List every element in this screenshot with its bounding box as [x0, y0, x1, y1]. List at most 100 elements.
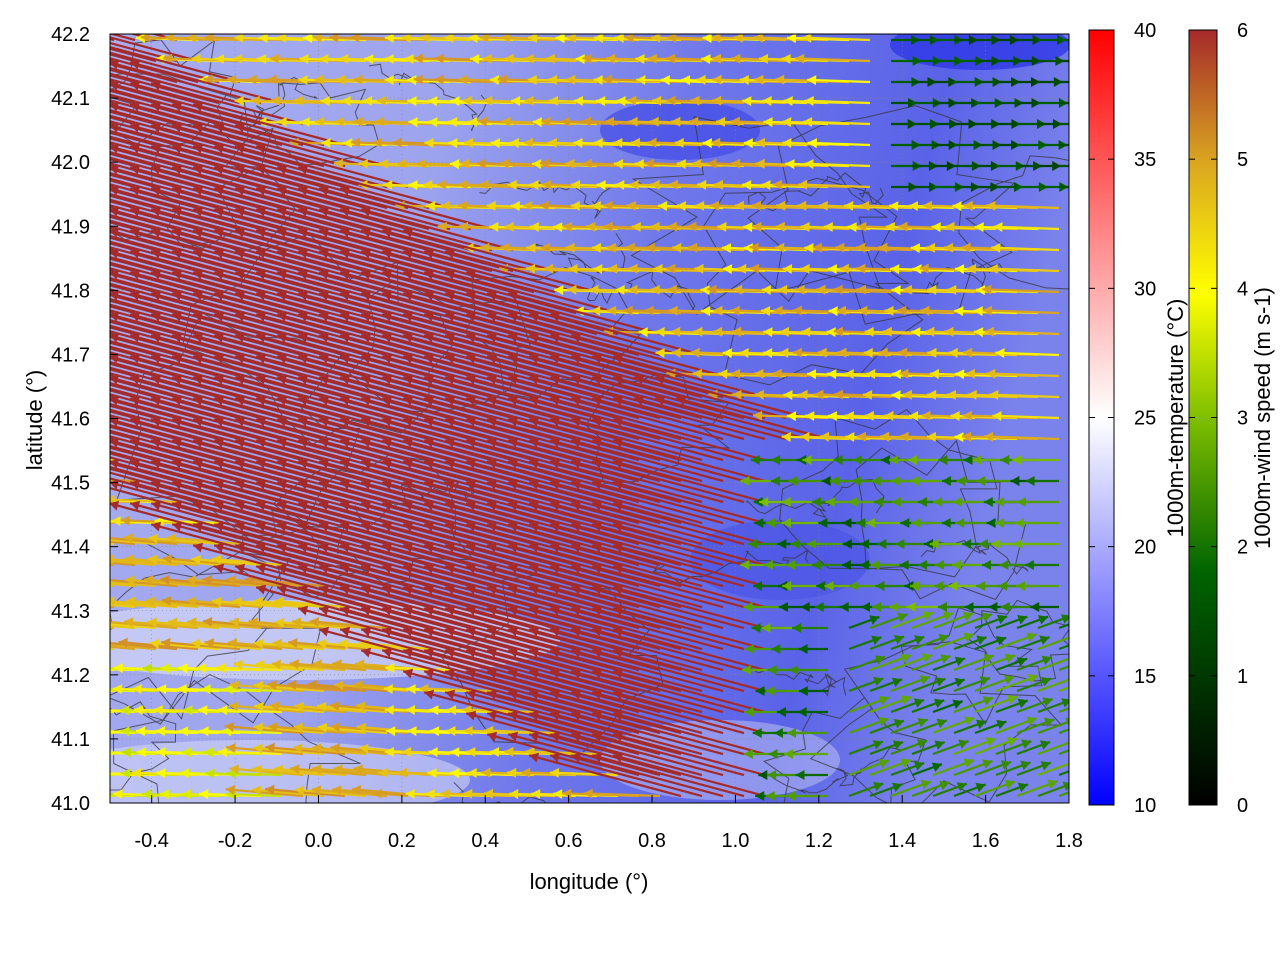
wind-vector-head [110, 269, 120, 280]
wind-vector [154, 519, 220, 525]
wind-vector-head [938, 455, 948, 465]
wind-vector-head [545, 53, 555, 64]
wind-vector-head [361, 605, 372, 616]
wind-vector [1037, 657, 1069, 672]
wind-vector-head [692, 368, 702, 379]
contour-line [779, 408, 998, 578]
wind-vector-head [462, 704, 472, 715]
wind-vector [339, 523, 493, 567]
wind-vector-head [384, 54, 394, 64]
wind-vector-head [56, 768, 65, 778]
wind-vector-head [929, 539, 939, 549]
wind-vector [465, 313, 619, 357]
wind-vector-head [647, 53, 657, 64]
wind-vector-head [186, 596, 197, 607]
wind-vector-head [708, 389, 718, 400]
wind-vector-head [484, 725, 494, 736]
wind-vector-head [954, 677, 965, 688]
wind-vector-head [235, 563, 246, 574]
wind-vector-head [771, 644, 781, 654]
wind-vector [110, 458, 115, 462]
wind-vector-head [955, 369, 965, 380]
wind-vector-head [334, 116, 345, 127]
wind-vector-head [214, 143, 225, 154]
wind-vector-head [312, 743, 322, 754]
wind-vector [612, 649, 766, 693]
wind-vector-head [361, 416, 372, 427]
wind-speed-colorbar-tick-label: 2 [1237, 537, 1248, 559]
wind-vector-head [550, 689, 561, 700]
wind-vector [276, 292, 430, 336]
wind-vector [297, 166, 451, 210]
wind-vector-head [1000, 760, 1011, 770]
wind-vector [234, 523, 388, 567]
wind-vector-head [695, 200, 705, 211]
wind-vector [444, 313, 598, 357]
wind-vector [110, 601, 157, 609]
wind-vector [110, 142, 115, 147]
wind-vector [465, 397, 619, 441]
wind-vector-head [361, 248, 372, 259]
wind-vector-head [147, 617, 157, 628]
wind-vector-head [508, 395, 519, 406]
wind-vector-head [890, 476, 900, 486]
wind-vector-head [986, 200, 996, 211]
wind-vector-head [812, 242, 823, 253]
wind-vector-head [767, 770, 777, 780]
wind-vector [549, 754, 703, 798]
wind-vector [528, 439, 682, 483]
wind-vector-head [333, 764, 343, 775]
wind-vector-head [403, 521, 414, 532]
wind-vector-head [130, 122, 141, 133]
wind-vector [318, 439, 472, 483]
wind-vector [339, 565, 493, 609]
wind-vector-head [711, 137, 721, 148]
wind-vector-head [445, 248, 456, 259]
wind-vector-head [4, 18, 14, 28]
wind-vector [234, 418, 388, 462]
wind-vector-head [714, 179, 724, 190]
wind-vector [110, 313, 262, 357]
wind-vector-head [298, 353, 309, 364]
wind-vector-head [667, 221, 677, 232]
wind-vector-head [550, 332, 561, 343]
wind-vector [381, 229, 535, 273]
wind-vector [288, 641, 367, 651]
wind-vector-head [897, 305, 907, 316]
wind-vector-head [4, 417, 14, 427]
wind-vector-head [25, 81, 35, 91]
wind-vector-head [996, 636, 1007, 646]
wind-vector [110, 471, 220, 504]
wind-vector-head [507, 179, 517, 190]
wind-vector-head [361, 563, 372, 574]
wind-vector-head [504, 221, 514, 232]
wind-vector-head [403, 542, 414, 553]
wind-vector [110, 251, 178, 273]
y-tick-label: 41.4 [51, 537, 90, 559]
wind-vector [291, 620, 367, 630]
wind-vector [192, 397, 346, 441]
wind-vector-head [529, 311, 540, 322]
wind-vector-head [690, 95, 700, 106]
wind-vector-head [571, 332, 582, 343]
wind-vector [186, 578, 262, 588]
wind-vector-head [754, 389, 764, 400]
wind-vector-head [277, 521, 288, 532]
wind-vector-head [603, 200, 613, 211]
wind-vector-head [984, 326, 994, 337]
wind-vector-head [532, 159, 542, 169]
wind-vector-head [177, 684, 187, 695]
wind-vector [192, 124, 346, 168]
wind-vector-head [878, 758, 889, 769]
wind-vector [110, 382, 241, 420]
wind-vector [265, 745, 346, 756]
wind-vector [423, 628, 577, 672]
wind-vector-head [702, 34, 712, 44]
wind-vector-head [1024, 560, 1034, 570]
wind-vector-head [145, 596, 155, 607]
wind-vector [171, 292, 325, 336]
wind-vector-head [755, 137, 765, 148]
wind-vector-head [687, 221, 697, 232]
wind-vector [110, 194, 157, 210]
wind-vector [988, 267, 1060, 273]
